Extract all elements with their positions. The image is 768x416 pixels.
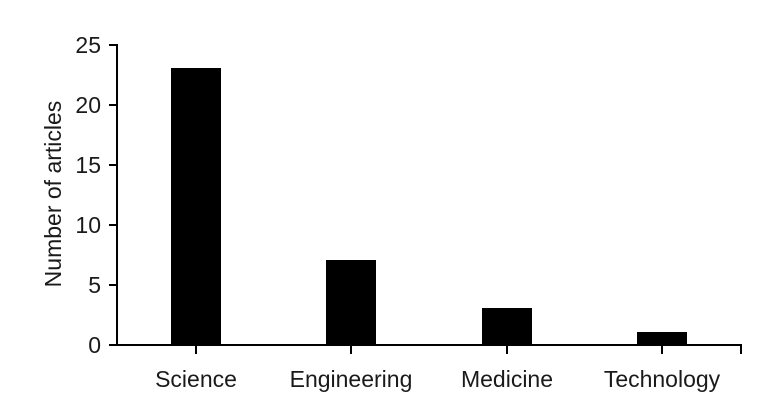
x-tick-mark [661, 346, 663, 354]
x-axis-line [116, 344, 742, 346]
x-tick-label: Medicine [460, 366, 554, 392]
y-tick-mark [109, 44, 116, 46]
y-tick-label: 0 [88, 332, 101, 358]
y-tick-label: 5 [88, 272, 101, 298]
y-axis-title: Number of articles [40, 100, 66, 288]
bar-technology [637, 332, 687, 344]
y-tick-mark [109, 104, 116, 106]
x-tick-mark [506, 346, 508, 354]
y-tick-label: 25 [75, 32, 101, 58]
y-tick-mark [109, 164, 116, 166]
y-tick-label: 10 [75, 212, 101, 238]
bar-medicine [482, 308, 532, 344]
x-tick-mark [350, 346, 352, 354]
y-tick-mark [109, 224, 116, 226]
y-tick-mark [109, 284, 116, 286]
x-tick-label: Science [155, 366, 237, 392]
y-axis-line [116, 44, 118, 346]
bar-science [171, 68, 221, 344]
x-tick-mark [195, 346, 197, 354]
bar-engineering [326, 260, 376, 344]
x-axis-end-tick-mark [740, 346, 742, 354]
y-tick-label: 20 [75, 92, 101, 118]
y-tick-mark [109, 344, 116, 346]
y-tick-label: 15 [75, 152, 101, 178]
x-tick-label: Engineering [289, 366, 413, 392]
x-tick-label: Technology [603, 366, 721, 392]
